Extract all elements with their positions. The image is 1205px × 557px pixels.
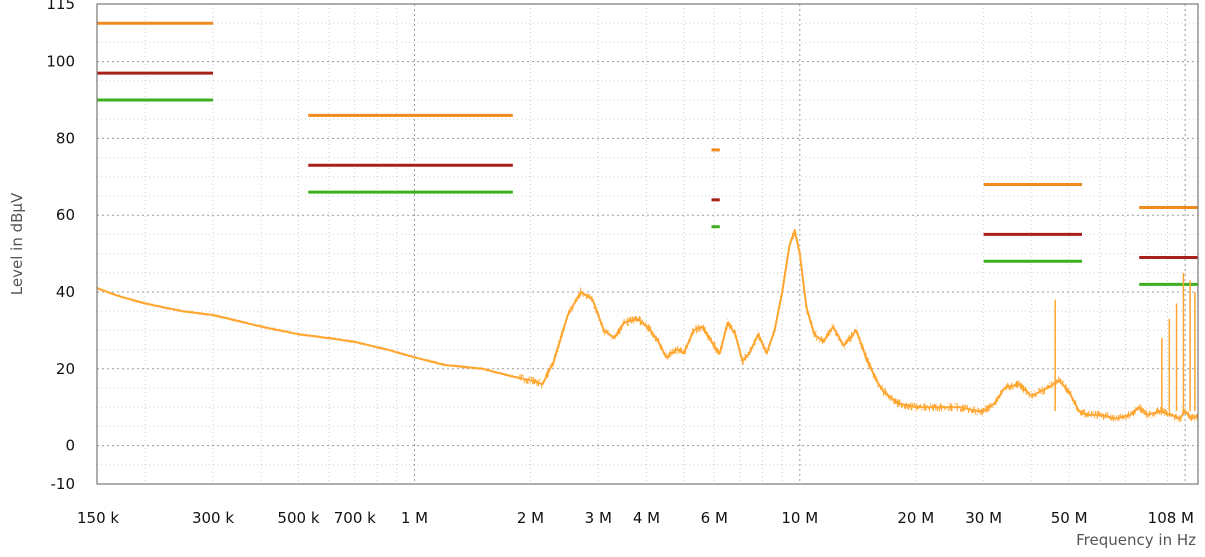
x-tick-label: 6 M bbox=[701, 509, 728, 527]
limit-lines bbox=[97, 21, 1198, 286]
y-tick-label: 80 bbox=[56, 129, 75, 147]
grid-lines bbox=[97, 4, 1198, 484]
x-tick-label: 2 M bbox=[517, 509, 544, 527]
plot-background bbox=[97, 4, 1198, 484]
x-tick-label: 20 M bbox=[897, 509, 934, 527]
plot-frame bbox=[96, 3, 1199, 485]
y-tick-label: 0 bbox=[65, 437, 75, 455]
x-tick-label: 50 M bbox=[1051, 509, 1088, 527]
x-tick-label: 300 k bbox=[192, 509, 234, 527]
y-tick-label: 115 bbox=[46, 0, 75, 13]
x-tick-label: 3 M bbox=[585, 509, 612, 527]
y-axis-ticks: 115 100 80 60 40 20 0 -10 bbox=[46, 0, 75, 493]
x-tick-label: 4 M bbox=[633, 509, 660, 527]
x-axis-ticks: 150 k 300 k 500 k 700 k 1 M 2 M 3 M 4 M 6 M 10 M 2… bbox=[77, 509, 1194, 527]
y-tick-label: 60 bbox=[56, 206, 75, 224]
measurement-trace bbox=[96, 228, 1199, 423]
x-tick-label: 30 M bbox=[965, 509, 1002, 527]
y-axis-label: Level in dBµV bbox=[8, 192, 26, 295]
x-tick-label: 108 M bbox=[1148, 509, 1194, 527]
y-tick-label: 100 bbox=[46, 53, 75, 71]
x-tick-label: 500 k bbox=[277, 509, 319, 527]
x-tick-label: 700 k bbox=[334, 509, 376, 527]
x-axis-label: Frequency in Hz bbox=[1076, 531, 1196, 549]
y-tick-label: 20 bbox=[56, 360, 75, 378]
x-tick-label: 150 k bbox=[77, 509, 119, 527]
x-tick-label: 1 M bbox=[401, 509, 428, 527]
x-tick-label: 10 M bbox=[781, 509, 818, 527]
y-tick-label: -10 bbox=[51, 475, 76, 493]
y-tick-label: 40 bbox=[56, 283, 75, 301]
trace-line bbox=[96, 229, 1199, 420]
